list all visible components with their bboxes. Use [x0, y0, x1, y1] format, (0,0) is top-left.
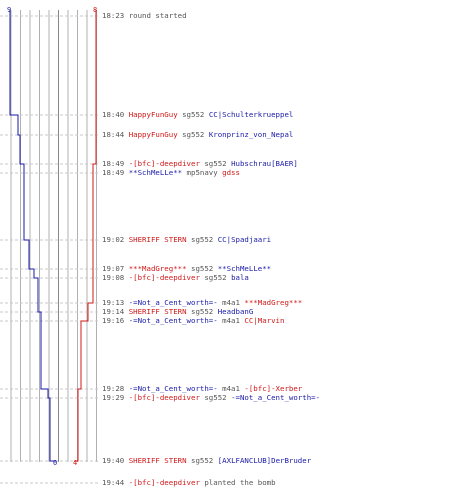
event-text: **SchMeLLe** [128, 168, 183, 177]
event-time: 18:23 [102, 11, 129, 20]
event-text: m4a1 [217, 384, 245, 393]
event-text: mp5navy [182, 168, 223, 177]
event-time: 19:14 [102, 307, 129, 316]
blue-end-count: 0 [53, 459, 58, 467]
event-text: sg552 [186, 264, 218, 273]
event-text: sg552 [199, 159, 232, 168]
event-row: 19:44 -[bfc]-deepdiver planted the bomb [102, 478, 276, 487]
event-text: planted the bomb [199, 478, 276, 487]
event-text: bala [231, 273, 249, 282]
event-row: 19:02 SHERIFF STERN sg552 CC|Spadjaari [102, 235, 271, 244]
event-text: HappyFunGuy [128, 130, 178, 139]
event-text: m4a1 [217, 316, 245, 325]
event-text: SHERIFF STERN [128, 235, 187, 244]
event-row: 19:29 -[bfc]-deepdiver sg552 -=Not_a_Cen… [102, 393, 320, 402]
event-time: 18:49 [102, 168, 129, 177]
event-row: 19:28 -=Not_a_Cent_worth=- m4a1 -[bfc]-X… [102, 384, 302, 393]
event-time: 18:44 [102, 130, 129, 139]
event-text: sg552 [199, 273, 232, 282]
event-time: 19:28 [102, 384, 129, 393]
event-text: -=Not_a_Cent_worth=- [231, 393, 321, 402]
event-text: ***MadGreg*** [128, 264, 187, 273]
event-text: ***MadGreg*** [244, 298, 303, 307]
event-text: HeadbanG [217, 307, 254, 316]
event-text: sg552 [186, 235, 218, 244]
event-text: -[bfc]-deepdiver [128, 393, 200, 402]
event-time: 19:29 [102, 393, 129, 402]
event-time: 19:13 [102, 298, 129, 307]
event-row: 18:23 round started [102, 11, 187, 20]
event-row: 19:14 SHERIFF STERN sg552 HeadbanG [102, 307, 253, 316]
event-row: 19:07 ***MadGreg*** sg552 **SchMeLLe** [102, 264, 271, 273]
blue-team-alive-line [9, 10, 56, 462]
event-text: -[bfc]-deepdiver [128, 273, 200, 282]
event-text: Hubschrau[BAER] [231, 159, 298, 168]
event-row: 19:13 -=Not_a_Cent_worth=- m4a1 ***MadGr… [102, 298, 302, 307]
event-text: -[bfc]-Xerber [244, 384, 303, 393]
event-time: 18:49 [102, 159, 129, 168]
event-text: Kronprinz_von_Nepal [208, 130, 294, 139]
red-team-alive-line [74, 10, 97, 462]
event-time: 19:07 [102, 264, 129, 273]
event-row: 18:49 -[bfc]-deepdiver sg552 Hubschrau[B… [102, 159, 298, 168]
event-text: CC|Spadjaari [217, 235, 272, 244]
vertical-grid [10, 10, 97, 462]
event-text: m4a1 [217, 298, 245, 307]
event-time: 19:16 [102, 316, 129, 325]
event-time: 19:02 [102, 235, 129, 244]
red-start-count: 8 [93, 6, 98, 14]
event-text: -[bfc]-deepdiver [128, 159, 200, 168]
event-time: 18:40 [102, 110, 129, 119]
event-text: sg552 [199, 393, 232, 402]
event-row: 19:40 SHERIFF STERN sg552 [AXLFANCLUB]De… [102, 456, 311, 465]
event-text: sg552 [177, 110, 209, 119]
event-text: SHERIFF STERN [128, 307, 187, 316]
event-time: 19:44 [102, 478, 129, 487]
event-text: sg552 [186, 456, 218, 465]
event-text: CC|Schulterkrueppel [208, 110, 294, 119]
event-time: 19:08 [102, 273, 129, 282]
event-text: -[bfc]-deepdiver [128, 478, 200, 487]
event-text: sg552 [177, 130, 209, 139]
event-row: 19:16 -=Not_a_Cent_worth=- m4a1 CC|Marvi… [102, 316, 284, 325]
blue-start-count: 9 [7, 6, 12, 14]
event-time: 19:40 [102, 456, 129, 465]
event-text: [AXLFANCLUB]DerBruder [217, 456, 312, 465]
event-text: sg552 [186, 307, 218, 316]
event-text: CC|Marvin [244, 316, 285, 325]
event-row: 19:08 -[bfc]-deepdiver sg552 bala [102, 273, 249, 282]
event-row: 18:49 **SchMeLLe** mp5navy gdss [102, 168, 240, 177]
event-dashes [0, 15, 100, 484]
event-row: 18:44 HappyFunGuy sg552 Kronprinz_von_Ne… [102, 130, 293, 139]
event-text: -=Not_a_Cent_worth=- [128, 384, 218, 393]
event-text: round started [128, 11, 187, 20]
event-text: -=Not_a_Cent_worth=- [128, 316, 218, 325]
event-text: -=Not_a_Cent_worth=- [128, 298, 218, 307]
red-end-count: 4 [73, 459, 78, 467]
event-text: **SchMeLLe** [217, 264, 272, 273]
event-text: gdss [222, 168, 240, 177]
event-text: SHERIFF STERN [128, 456, 187, 465]
event-row: 18:40 HappyFunGuy sg552 CC|Schulterkruep… [102, 110, 293, 119]
event-text: HappyFunGuy [128, 110, 178, 119]
